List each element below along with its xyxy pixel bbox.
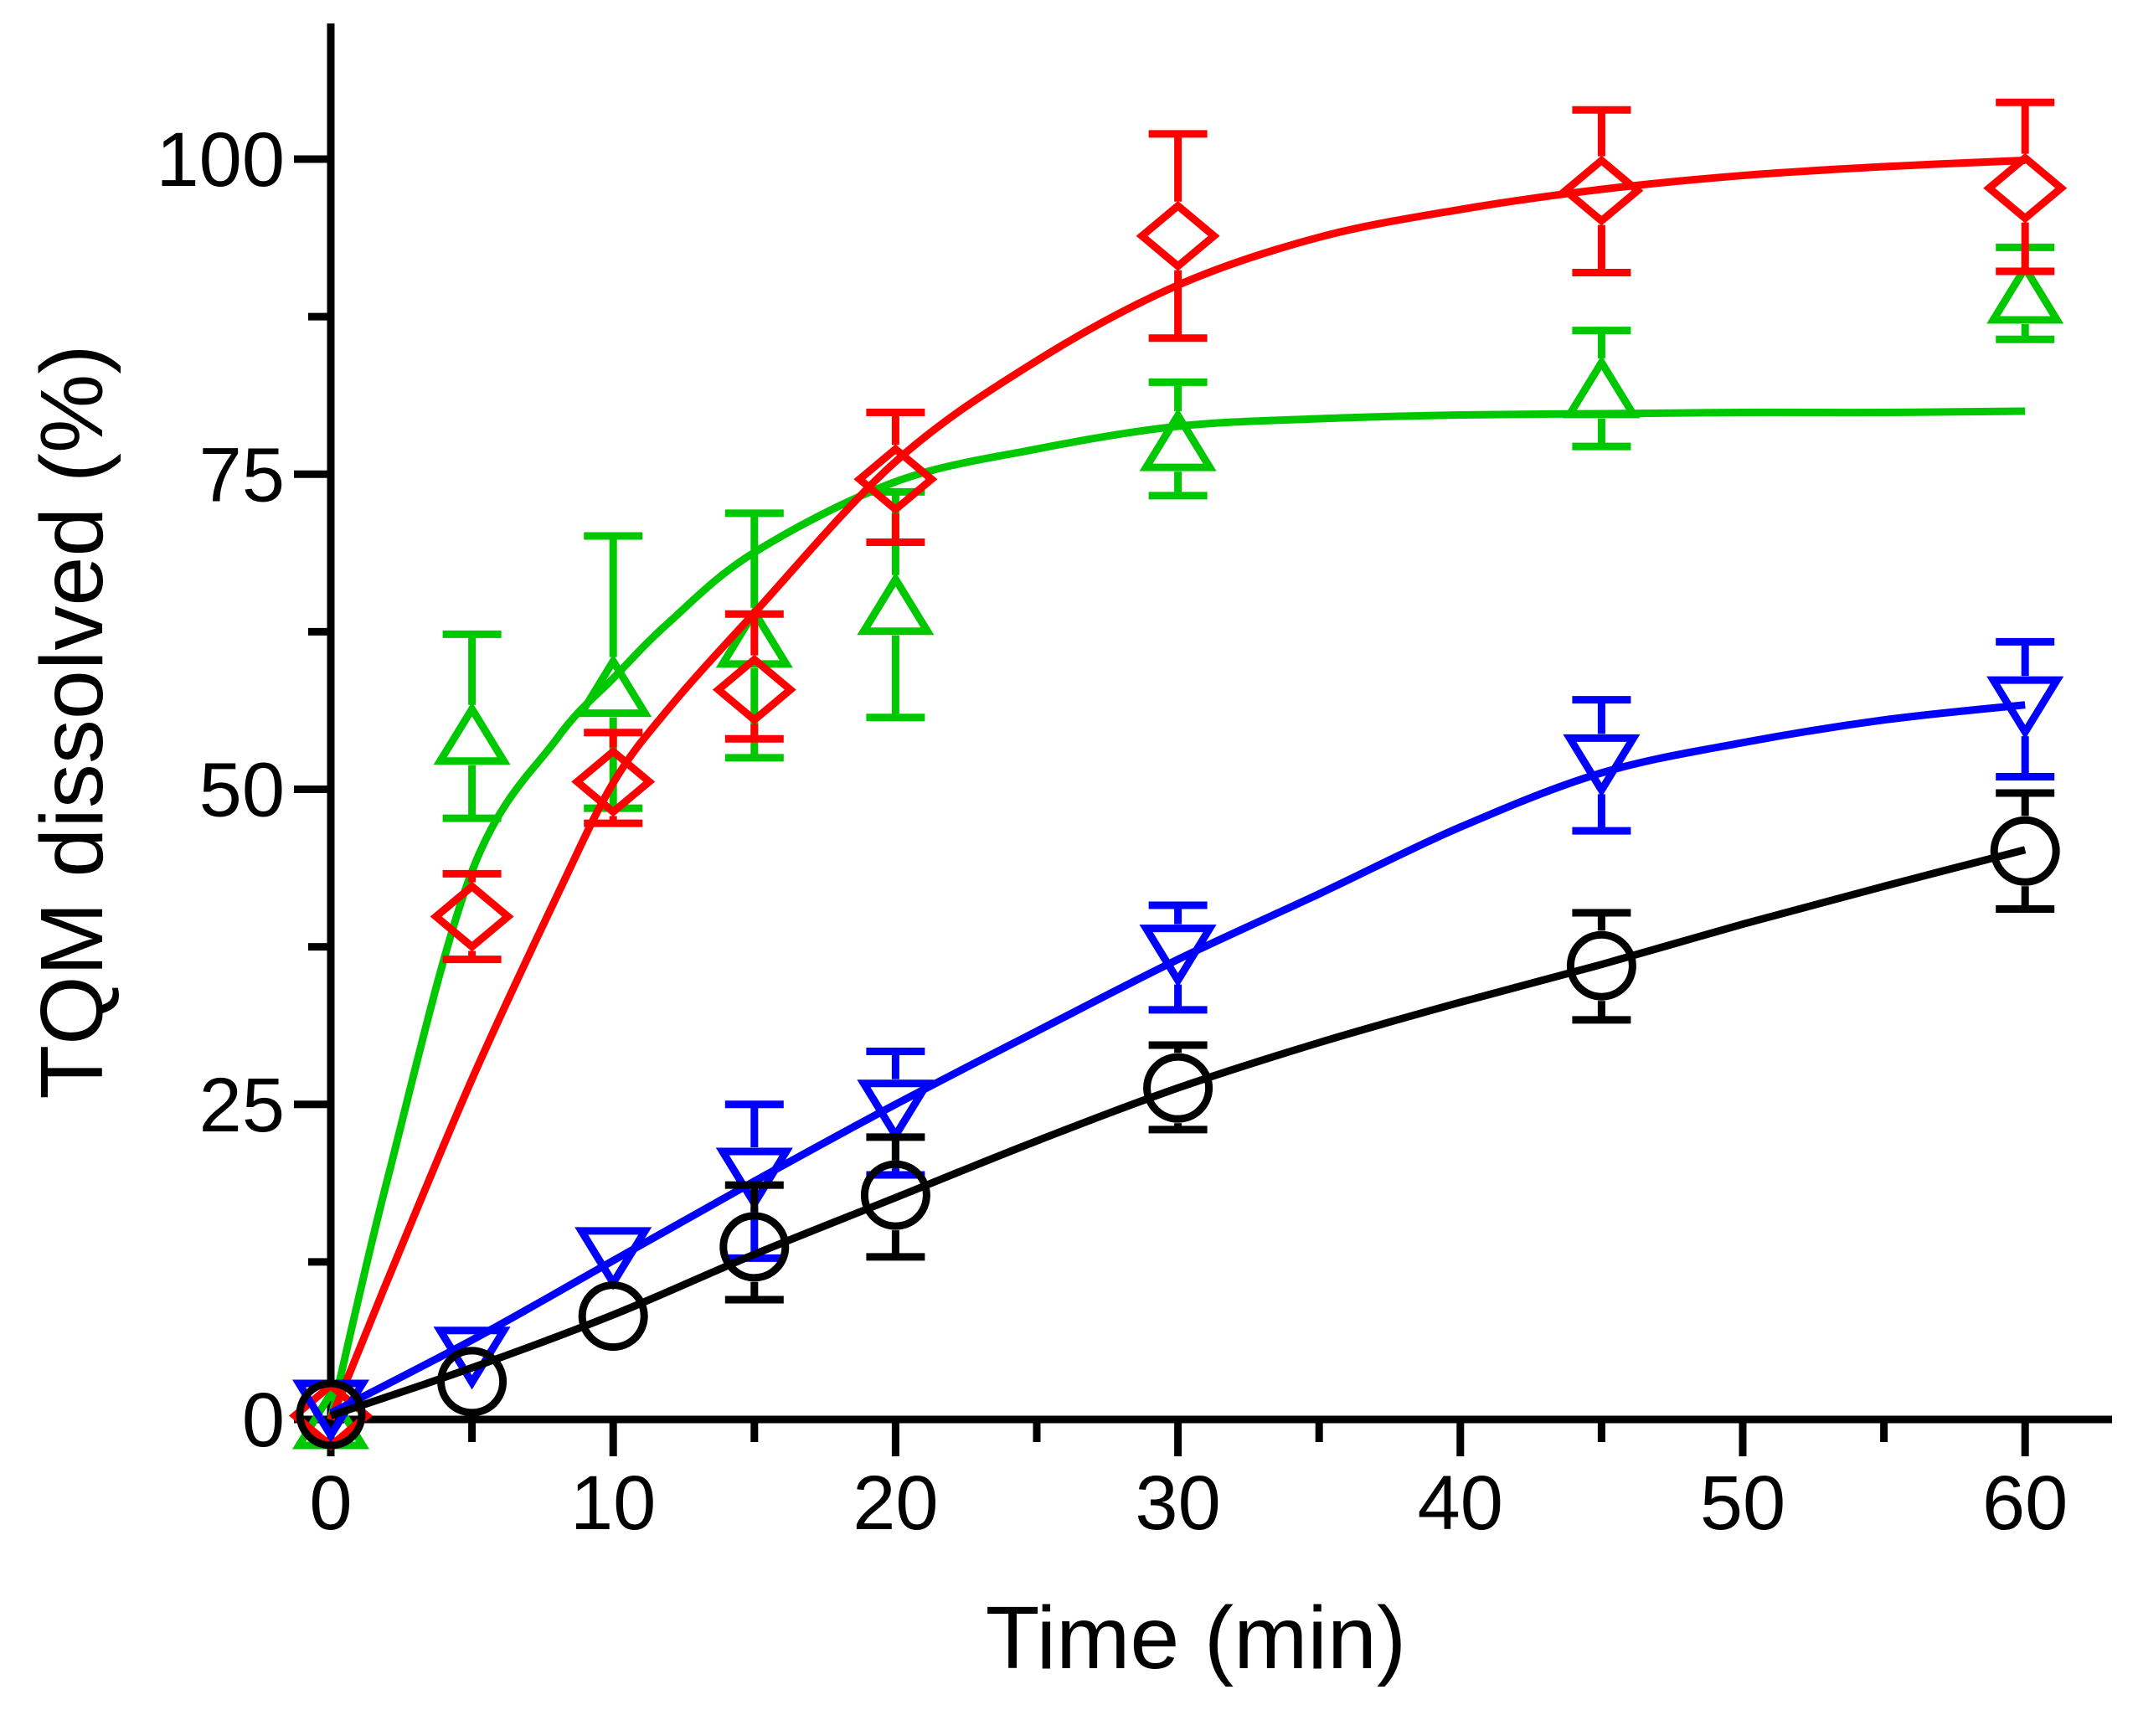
y-axis-tick-label: 100 bbox=[157, 117, 286, 203]
marker-triangle-down bbox=[1986, 676, 2064, 739]
x-axis-tick-label: 50 bbox=[1700, 1460, 1785, 1546]
marker-triangle-up bbox=[1986, 260, 2064, 324]
series-green-open-up-triangles bbox=[291, 243, 2064, 1450]
marker-circle bbox=[1143, 1053, 1213, 1123]
series-black-open-circles bbox=[296, 789, 2060, 1450]
marker-circle bbox=[437, 1347, 507, 1417]
marker-diamond bbox=[853, 444, 938, 515]
marker-diamond bbox=[712, 654, 796, 725]
y-axis-title: TQM dissolved (%) bbox=[23, 344, 121, 1099]
fit-line-blue-open-down-triangles bbox=[328, 701, 2026, 1417]
marker-circle bbox=[719, 1212, 790, 1282]
x-axis-tick-label: 60 bbox=[1982, 1460, 2068, 1546]
marker-triangle-down bbox=[1139, 925, 1217, 988]
marker-circle bbox=[1990, 816, 2060, 886]
x-axis-tick-label: 20 bbox=[853, 1460, 938, 1546]
marker-diamond bbox=[1559, 155, 1644, 226]
axes-layer: 0 10 20 30 40 50 60 0 25 50 75 100 bbox=[157, 23, 2112, 1546]
x-axis-title: Time (min) bbox=[986, 1589, 1406, 1687]
marker-triangle-up bbox=[1139, 408, 1217, 471]
marker-diamond bbox=[1136, 200, 1220, 271]
marker-diamond bbox=[571, 746, 656, 817]
marker-triangle-up bbox=[1563, 355, 1641, 419]
marker-triangle-up bbox=[857, 572, 935, 636]
marker-circle bbox=[860, 1160, 930, 1230]
marker-triangle-down bbox=[715, 1147, 793, 1211]
marker-circle bbox=[296, 1379, 366, 1450]
marker-triangle-down bbox=[574, 1227, 652, 1290]
marker-triangle-down bbox=[857, 1079, 935, 1143]
x-axis-tick-label: 40 bbox=[1418, 1460, 1503, 1546]
marker-diamond bbox=[1983, 152, 2068, 224]
x-axis-tick-label: 10 bbox=[570, 1460, 656, 1546]
marker-triangle-down bbox=[1563, 734, 1641, 798]
y-axis-tick-label: 75 bbox=[199, 432, 285, 518]
y-axis-tick-label: 25 bbox=[199, 1063, 285, 1148]
x-axis-tick-label: 0 bbox=[309, 1460, 352, 1546]
fit-line-red-open-diamonds bbox=[327, 157, 2026, 1421]
marker-triangle-up bbox=[574, 653, 652, 718]
y-axis-tick-label: 0 bbox=[242, 1378, 285, 1463]
series-layer bbox=[288, 98, 2068, 1451]
x-axis-tick-label: 30 bbox=[1135, 1460, 1220, 1546]
marker-triangle-up bbox=[433, 702, 511, 765]
marker-diamond bbox=[430, 881, 514, 952]
y-axis-tick-label: 50 bbox=[199, 748, 285, 833]
series-red-open-diamonds bbox=[288, 98, 2068, 1451]
fit-line-black-open-circles bbox=[329, 846, 2027, 1419]
marker-circle bbox=[578, 1281, 648, 1352]
series-blue-open-down-triangles bbox=[291, 637, 2064, 1443]
marker-circle bbox=[1566, 930, 1636, 1001]
